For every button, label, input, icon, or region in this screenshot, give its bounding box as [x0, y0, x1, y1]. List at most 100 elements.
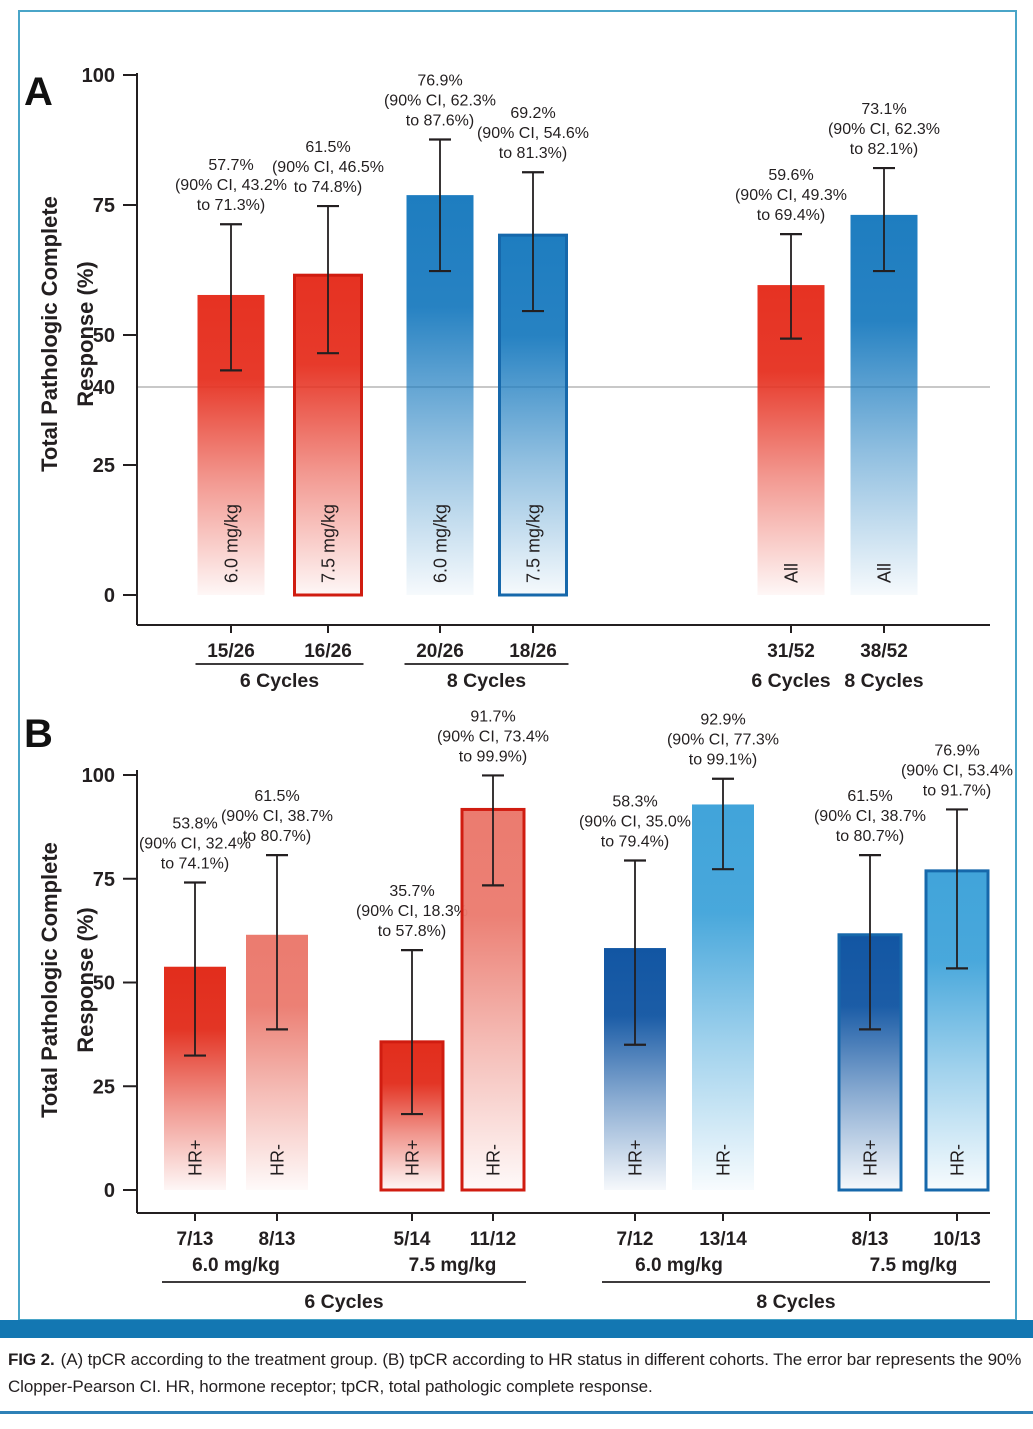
y-tick-label: 75 [93, 869, 115, 891]
fraction-label: 15/26 [207, 641, 255, 662]
bar-inner-label: 7.5 mg/kg [523, 504, 543, 583]
cycle-group-label: 6 Cycles [751, 670, 830, 692]
y-tick-label: 75 [93, 195, 115, 217]
y-tick-label: 0 [104, 1180, 115, 1202]
ci-annotation-line: to 57.8%) [378, 923, 446, 940]
ci-annotation-line: (90% CI, 46.5% [272, 159, 384, 176]
y-tick-label: 100 [82, 65, 115, 87]
ci-annotation-line: to 74.1%) [161, 855, 229, 872]
y-tick-label: 25 [93, 455, 115, 477]
ci-annotation-line: to 81.3%) [499, 145, 567, 162]
panel-b-label: B [24, 712, 53, 756]
ci-annotation-line: to 91.7%) [923, 782, 991, 799]
dose-group-label: 6.0 mg/kg [635, 1255, 723, 1276]
fraction-label: 8/13 [852, 1229, 889, 1250]
fraction-label: 7/12 [617, 1229, 654, 1250]
fraction-label: 7/13 [177, 1229, 214, 1250]
y-tick-label: 25 [93, 1076, 115, 1098]
bar-inner-label: HR- [483, 1144, 503, 1176]
blue-band [0, 1320, 1033, 1338]
fraction-label: 16/26 [304, 641, 352, 662]
cycle-group-label: 8 Cycles [844, 670, 923, 692]
ci-annotation-line: 35.7% [389, 883, 434, 900]
bar-inner-label: HR- [713, 1144, 733, 1176]
ci-annotation-line: to 80.7%) [243, 828, 311, 845]
bar-inner-label: HR+ [185, 1139, 205, 1176]
bottom-rule [0, 1411, 1033, 1414]
ci-annotation-line: (90% CI, 49.3% [735, 187, 847, 204]
bar-inner-label: All [874, 563, 894, 583]
ci-annotation-line: (90% CI, 38.7% [814, 808, 926, 825]
ci-annotation-line: 91.7% [470, 708, 515, 725]
bar-inner-label: All [781, 563, 801, 583]
dose-group-label: 6.0 mg/kg [192, 1255, 280, 1276]
ci-annotation-line: to 80.7%) [836, 828, 904, 845]
reference-tick-label: 40 [93, 377, 115, 399]
bar-inner-label: HR- [947, 1144, 967, 1176]
panel-a-label: A [24, 70, 53, 114]
bar-inner-label: HR- [267, 1144, 287, 1176]
ci-annotation-line: to 79.4%) [601, 833, 669, 850]
y-axis-title-line: Response (%) [73, 907, 98, 1052]
ci-annotation-line: (90% CI, 35.0% [579, 813, 691, 830]
ci-annotation-line: 73.1% [861, 101, 906, 118]
caption-figure-number: FIG 2. [8, 1350, 55, 1369]
fraction-label: 8/13 [259, 1229, 296, 1250]
ci-annotation-line: (90% CI, 73.4% [437, 728, 549, 745]
y-tick-label: 100 [82, 765, 115, 787]
cycle-group-label: 8 Cycles [447, 670, 526, 692]
bar-inner-label: 7.5 mg/kg [318, 504, 338, 583]
fraction-label: 5/14 [394, 1229, 431, 1250]
fraction-label: 31/52 [767, 641, 815, 662]
ci-annotation-line: 61.5% [254, 788, 299, 805]
cycle-group-label: 6 Cycles [240, 670, 319, 692]
ci-annotation-line: (90% CI, 32.4% [139, 835, 251, 852]
ci-annotation-line: (90% CI, 54.6% [477, 125, 589, 142]
ci-annotation-line: 59.6% [768, 167, 813, 184]
fraction-label: 13/14 [699, 1229, 747, 1250]
ci-annotation-line: (90% CI, 77.3% [667, 732, 779, 749]
panel-b: 0 25 50 75 100 Total Pathologic Complete Respo… [37, 708, 1013, 1313]
y-axis-title-line: Total Pathologic Complete [37, 196, 62, 472]
panel-a: 40 0 25 50 75 100 Total Pathologic Complete Res… [37, 65, 990, 692]
cycle-group-label: 8 Cycles [756, 1291, 835, 1313]
bar-inner-label: HR+ [402, 1139, 422, 1176]
ci-annotation-line: 76.9% [934, 742, 979, 759]
ci-annotation-line: 58.3% [612, 793, 657, 810]
ci-annotation-line: 69.2% [510, 105, 555, 122]
figure-caption: FIG 2. (A) tpCR according to the treatmen… [8, 1346, 1024, 1400]
y-tick-label: 50 [93, 325, 115, 347]
ci-annotation-line: (90% CI, 18.3% [356, 903, 468, 920]
fraction-label: 20/26 [416, 641, 464, 662]
ci-annotation-line: (90% CI, 62.3% [384, 92, 496, 109]
bar-inner-label: HR+ [625, 1139, 645, 1176]
fraction-label: 10/13 [933, 1229, 981, 1250]
ci-annotation-line: (90% CI, 53.4% [901, 762, 1013, 779]
ci-annotation-line: to 69.4%) [757, 207, 825, 224]
ci-annotation-line: to 99.9%) [459, 748, 527, 765]
ci-annotation-line: to 82.1%) [850, 141, 918, 158]
ci-annotation-line: (90% CI, 62.3% [828, 121, 940, 138]
bar-38-52 [850, 214, 918, 595]
bar-inner-label: 6.0 mg/kg [221, 504, 241, 583]
fraction-label: 38/52 [860, 641, 908, 662]
ci-annotation-line: 53.8% [172, 815, 217, 832]
bar-inner-label: 6.0 mg/kg [430, 504, 450, 583]
ci-annotation-line: to 99.1%) [689, 752, 757, 769]
ci-annotation-line: (90% CI, 38.7% [221, 808, 333, 825]
ci-annotation-line: (90% CI, 43.2% [175, 177, 287, 194]
ci-annotation-line: to 71.3%) [197, 197, 265, 214]
y-tick-label: 50 [93, 973, 115, 995]
dose-group-label: 7.5 mg/kg [409, 1255, 497, 1276]
y-tick-label: 0 [104, 585, 115, 607]
dose-group-label: 7.5 mg/kg [870, 1255, 958, 1276]
ci-annotation-line: 61.5% [847, 788, 892, 805]
bar-inner-label: HR+ [860, 1139, 880, 1176]
y-axis-title-line: Response (%) [73, 261, 98, 406]
cycle-group-label: 6 Cycles [304, 1291, 383, 1313]
ci-annotation-line: 92.9% [700, 712, 745, 729]
ci-annotation-line: 61.5% [305, 139, 350, 156]
tpcr-bar-charts: 40 0 25 50 75 100 Total Pathologic Complete Res… [37, 65, 1013, 1313]
ci-annotation-line: 76.9% [417, 72, 462, 89]
